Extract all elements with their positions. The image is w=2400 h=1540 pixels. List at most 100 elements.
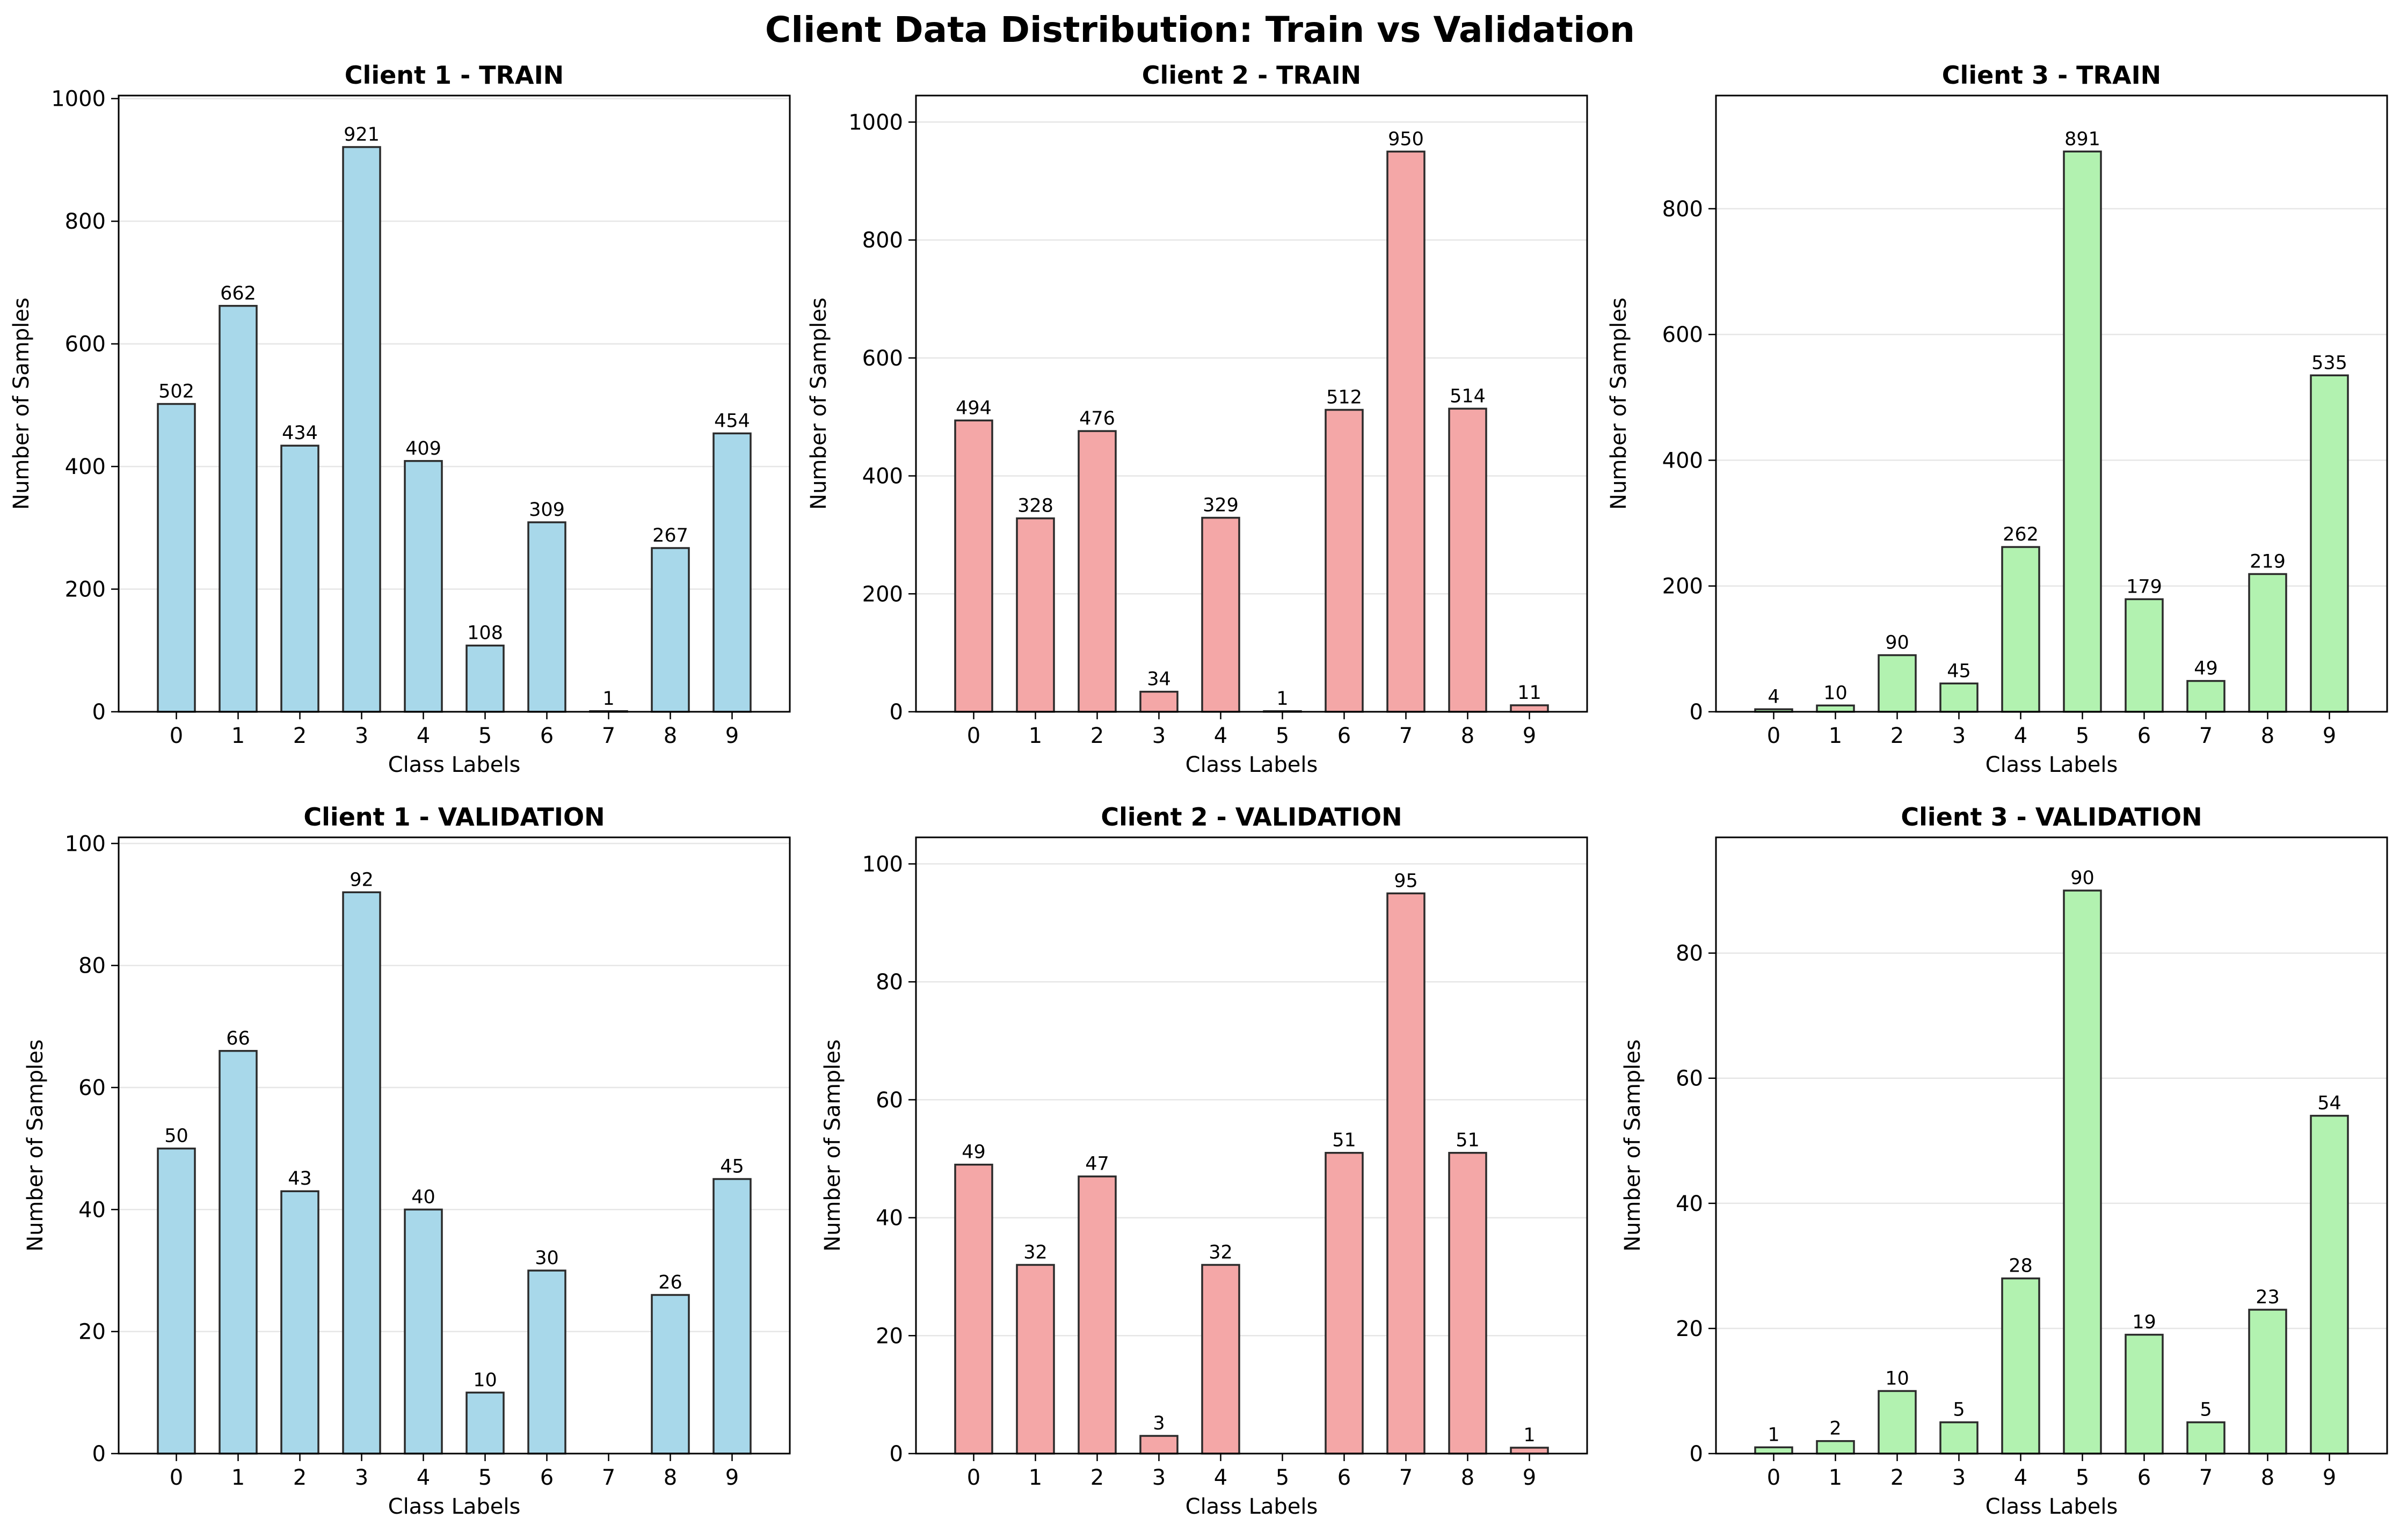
bar-4 — [2001, 1277, 2040, 1455]
panel-title: Client 2 - TRAIN — [1142, 61, 1361, 90]
data-label: 95 — [1394, 870, 1418, 892]
plot-frame — [118, 94, 791, 713]
data-label: 30 — [535, 1247, 559, 1269]
bar-5 — [466, 644, 505, 713]
y-tick-label: 80 — [78, 954, 106, 979]
x-tick-label: 1 — [1829, 1465, 1842, 1490]
data-label: 26 — [658, 1272, 682, 1293]
bar-7 — [2186, 1421, 2226, 1455]
bar-1 — [219, 305, 258, 713]
data-label: 40 — [411, 1186, 435, 1208]
bar-3 — [1139, 1435, 1179, 1455]
y-tick-label: 100 — [862, 852, 903, 877]
data-label: 5 — [2200, 1399, 2212, 1421]
y-tick-label: 1000 — [848, 110, 903, 135]
data-label: 494 — [956, 397, 992, 419]
x-tick-label: 8 — [2261, 1465, 2274, 1490]
data-label: 1 — [602, 688, 614, 710]
x-tick-label: 6 — [540, 724, 554, 748]
bar-7 — [1386, 892, 1426, 1455]
x-tick-label: 8 — [664, 1465, 677, 1490]
data-label: 454 — [714, 410, 750, 432]
y-tick-label: 80 — [1676, 941, 1703, 966]
bar-7 — [1386, 150, 1426, 713]
data-label: 32 — [1209, 1242, 1233, 1263]
x-tick-label: 6 — [1337, 1465, 1351, 1490]
x-tick-label: 5 — [1276, 724, 1289, 748]
x-tick-label: 0 — [967, 724, 980, 748]
data-label: 262 — [2003, 524, 2039, 545]
x-tick-label: 3 — [1152, 724, 1166, 748]
x-tick-label: 2 — [1890, 1465, 1904, 1490]
data-label: 32 — [1023, 1242, 1048, 1263]
data-label: 108 — [467, 623, 503, 644]
x-tick-label: 1 — [1829, 724, 1842, 748]
bar-6 — [2125, 598, 2164, 713]
bar-0 — [157, 403, 196, 713]
y-tick-label: 400 — [1662, 448, 1703, 473]
data-label: 90 — [2070, 867, 2094, 889]
x-tick-label: 9 — [2323, 724, 2336, 748]
bar-2 — [1078, 430, 1117, 713]
bar-3 — [1939, 682, 1979, 713]
data-label: 512 — [1326, 387, 1362, 408]
data-label: 535 — [2311, 352, 2347, 374]
figure-title: Client Data Distribution: Train vs Valid… — [765, 9, 1635, 50]
bar-1 — [1816, 704, 1855, 713]
y-tick-label: 600 — [1662, 323, 1703, 347]
y-axis-label: Number of Samples — [806, 297, 831, 510]
bar-1 — [1016, 517, 1055, 713]
y-tick-label: 400 — [65, 455, 106, 479]
bar-7 — [2186, 680, 2226, 713]
bar-1 — [1816, 1440, 1855, 1455]
bar-2 — [280, 444, 319, 713]
y-tick-label: 1000 — [51, 87, 106, 112]
data-label: 11 — [1517, 682, 1541, 704]
panel-title: Client 1 - VALIDATION — [303, 802, 605, 831]
chart-panel-5: 49 0 32 1 47 2 3 3 32 4 5 51 6 95 7 51 8 1 9 0 20 40 60 80 100 Cl… — [820, 802, 1588, 1519]
data-label: 47 — [1085, 1154, 1109, 1175]
data-label: 4 — [1768, 686, 1779, 707]
x-tick-label: 0 — [170, 724, 183, 748]
data-label: 179 — [2126, 576, 2162, 597]
x-tick-label: 5 — [2076, 724, 2089, 748]
x-tick-label: 5 — [1276, 1465, 1289, 1490]
bar-4 — [404, 1208, 443, 1455]
x-tick-label: 5 — [478, 1465, 492, 1490]
x-tick-label: 0 — [1767, 1465, 1780, 1490]
x-tick-label: 6 — [2137, 724, 2151, 748]
y-tick-label: 800 — [1662, 197, 1703, 222]
x-tick-label: 4 — [417, 724, 430, 748]
x-axis-label: Class Labels — [1986, 1494, 2118, 1519]
x-tick-label: 4 — [417, 1465, 430, 1490]
bar-6 — [1325, 1151, 1364, 1455]
bar-3 — [342, 891, 381, 1455]
bar-1 — [219, 1050, 258, 1455]
bar-8 — [651, 547, 690, 713]
chart-panel-2: 494 0 328 1 476 2 34 3 329 4 1 5 512 6 950 7 514 8 11 9 0 200… — [806, 61, 1588, 777]
data-label: 309 — [529, 499, 565, 521]
panel-title: Client 2 - VALIDATION — [1101, 802, 1402, 831]
y-tick-label: 800 — [65, 209, 106, 234]
y-axis-label: Number of Samples — [1606, 297, 1631, 510]
data-label: 950 — [1388, 128, 1424, 150]
bar-5 — [466, 1391, 505, 1455]
x-tick-label: 7 — [602, 724, 615, 748]
x-tick-label: 7 — [2199, 1465, 2213, 1490]
data-label: 409 — [405, 438, 441, 459]
bar-4 — [404, 460, 443, 713]
data-label: 51 — [1332, 1130, 1356, 1151]
y-tick-label: 40 — [1676, 1192, 1703, 1216]
x-tick-label: 5 — [2076, 1465, 2089, 1490]
data-label: 502 — [158, 381, 194, 403]
y-tick-label: 40 — [876, 1206, 903, 1231]
x-tick-label: 2 — [1090, 1465, 1104, 1490]
x-tick-label: 9 — [2323, 1465, 2336, 1490]
x-tick-label: 1 — [1029, 1465, 1042, 1490]
bar-3 — [1139, 690, 1179, 713]
data-label: 90 — [1885, 632, 1909, 654]
x-tick-label: 6 — [540, 1465, 554, 1490]
bar-5 — [2063, 150, 2102, 713]
bar-8 — [1448, 1151, 1487, 1455]
y-tick-label: 60 — [78, 1076, 106, 1100]
